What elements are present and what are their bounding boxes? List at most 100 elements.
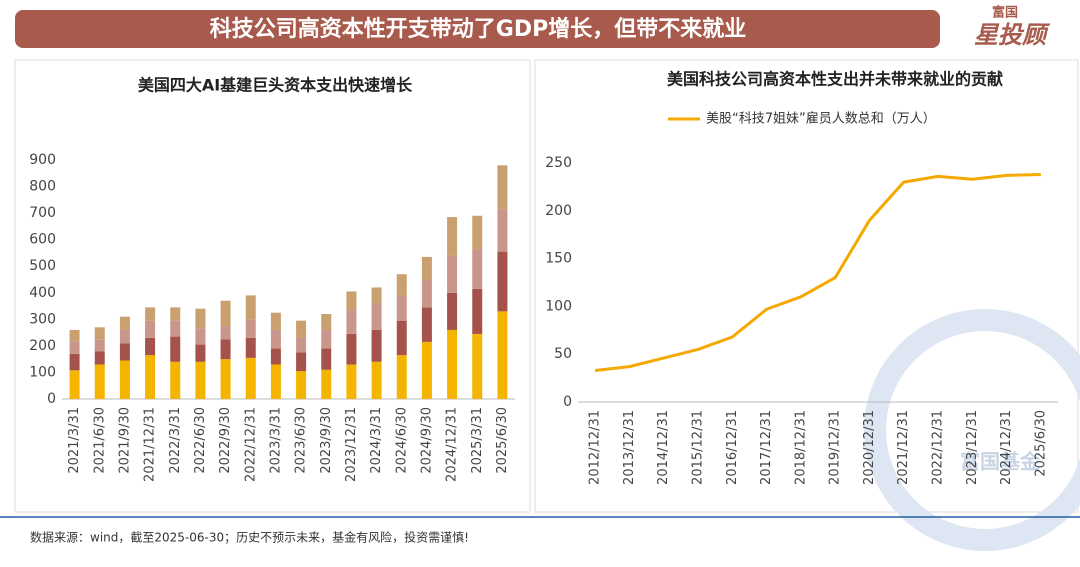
bar-segment [170, 320, 181, 337]
x-tick-label: 2012/12/31 [588, 410, 603, 485]
bar-segment [497, 251, 508, 312]
bar-segment [245, 319, 256, 338]
bar-segment [145, 307, 156, 321]
bar-segment [346, 291, 357, 311]
x-tick-label: 2021/12/31 [143, 407, 158, 482]
bar-segment [497, 311, 508, 399]
bar-segment [170, 336, 181, 362]
bar-segment [421, 256, 432, 280]
y-tick-label: 200 [29, 338, 56, 354]
x-tick-label: 2024/6/30 [394, 407, 409, 474]
line [594, 172, 1041, 372]
y-tick-label: 100 [29, 364, 56, 380]
bar-segment [447, 255, 458, 293]
legend-label: 美股“科技7姐妹”雇员人数总和（万人） [706, 111, 936, 127]
x-tick-label: 2020/12/31 [862, 410, 877, 485]
x-tick-label: 2022/12/31 [243, 407, 258, 482]
header-title: 科技公司高资本性开支带动了GDP增长，但带不来就业 [210, 16, 746, 42]
y-tick-label: 900 [29, 152, 56, 168]
bar-segment [321, 348, 332, 370]
bar-segment [296, 352, 307, 372]
x-tick-label: 2025/3/31 [470, 407, 485, 474]
left-panel [14, 59, 531, 513]
header-banner [15, 10, 940, 48]
logo-top: 富国 [992, 5, 1018, 21]
x-tick-label: 2023/12/31 [965, 410, 980, 485]
x-tick-label: 2014/12/31 [656, 410, 671, 485]
bar-segment [497, 209, 508, 252]
bar-segment [195, 344, 206, 362]
bar-segment [245, 337, 256, 358]
bar-segment [270, 329, 281, 349]
bar-segment [220, 325, 231, 340]
y-tick-label: 250 [545, 155, 572, 171]
bar-segment [371, 329, 382, 362]
bar-segment [220, 339, 231, 360]
x-tick-label: 2021/12/31 [896, 410, 911, 485]
bar-segment [396, 295, 407, 321]
logo-main: 星投顾 [974, 21, 1051, 49]
bar-segment [245, 295, 256, 320]
x-tick-label: 2023/9/30 [319, 407, 334, 474]
y-tick-label: 150 [545, 251, 572, 267]
x-tick-label: 2025/6/30 [495, 407, 510, 474]
bar-segment [472, 248, 483, 289]
x-tick-label: 2022/12/31 [931, 410, 946, 485]
bar-segment [69, 341, 80, 354]
y-tick-label: 100 [545, 298, 572, 314]
x-tick-label: 2023/12/31 [344, 407, 359, 482]
x-tick-label: 2024/12/31 [999, 410, 1014, 485]
bar-segment [321, 329, 332, 349]
footer: 数据来源：wind，截至2025-06-30；历史不预示未来，基金有风险，投资需… [30, 530, 469, 545]
bar-segment [145, 320, 156, 338]
bar-segment [94, 327, 105, 340]
y-tick-label: 500 [29, 258, 56, 274]
bar-segment [94, 339, 105, 352]
bar-segment [69, 353, 80, 371]
y-tick-label: 800 [29, 179, 56, 195]
watermark: 富国基金 [960, 450, 1041, 474]
bar-segment [296, 320, 307, 338]
right-panel [534, 59, 1079, 513]
bar-segment [421, 341, 432, 399]
bar-segment [195, 361, 206, 399]
x-tick-label: 2021/3/31 [67, 407, 82, 474]
x-tick-label: 2023/6/30 [294, 407, 309, 474]
bar-segment [472, 333, 483, 399]
x-tick-label: 2025/6/30 [1033, 410, 1048, 477]
x-tick-label: 2013/12/31 [622, 410, 637, 485]
bar-segment [220, 300, 231, 326]
bar-segment [371, 287, 382, 304]
y-tick-label: 0 [47, 391, 56, 407]
bar-segment [472, 288, 483, 334]
x-tick-label: 2022/9/30 [218, 407, 233, 474]
x-tick-label: 2015/12/31 [691, 410, 706, 485]
x-tick-label: 2022/6/30 [193, 407, 208, 474]
x-tick-label: 2016/12/31 [725, 410, 740, 485]
bar-segment [220, 359, 231, 399]
bar-segment [346, 364, 357, 399]
bar-segment [396, 320, 407, 356]
bar-segment [270, 364, 281, 399]
bar-segment [145, 355, 156, 399]
bar-segment [195, 308, 206, 329]
bar-segment [321, 369, 332, 399]
bar-segment [447, 329, 458, 399]
bar-segment [421, 307, 432, 342]
x-tick-label: 2021/6/30 [92, 407, 107, 474]
y-tick-label: 400 [29, 285, 56, 301]
x-tick-label: 2024/12/31 [445, 407, 460, 482]
bar-segment [195, 328, 206, 345]
bar-segment [270, 348, 281, 365]
chart-title: 美国科技公司高资本性支出并未带来就业的贡献 [667, 70, 1003, 89]
bar-segment [396, 355, 407, 399]
x-tick-label: 2021/9/30 [117, 407, 132, 474]
y-tick-label: 300 [29, 311, 56, 327]
bar-segment [497, 165, 508, 210]
bar-segment [346, 333, 357, 365]
x-tick-label: 2024/9/30 [419, 407, 434, 474]
bar-segment [170, 307, 181, 321]
x-tick-label: 2024/3/31 [369, 407, 384, 474]
bar-segment [69, 329, 80, 342]
x-tick-label: 2017/12/31 [759, 410, 774, 485]
